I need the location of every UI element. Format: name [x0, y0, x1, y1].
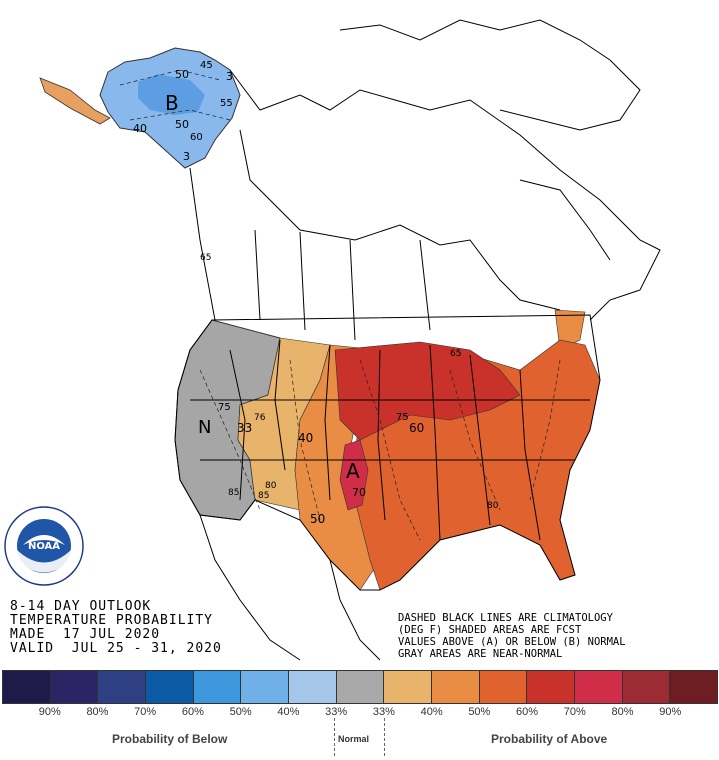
normal-label: Normal	[338, 734, 370, 744]
note-line: GRAY AREAS ARE NEAR-NORMAL	[398, 648, 563, 660]
contour-label: 80	[265, 481, 277, 491]
contour-label: 40	[133, 122, 147, 135]
contour-label: 40	[298, 431, 313, 445]
scale-tick-label: 33%	[372, 706, 395, 718]
scale-swatch	[384, 671, 433, 703]
us-outline	[174, 314, 601, 591]
contour-label: 33	[237, 421, 252, 435]
note-line: (DEG F) SHADED AREAS ARE FCST	[398, 624, 582, 636]
scale-tick-label: 33%	[325, 706, 348, 718]
climatology-contours	[119, 69, 561, 541]
outlook-info: 8-14 DAY OUTLOOK TEMPERATURE PROBABILITY…	[10, 600, 222, 656]
scale-tick-label: 50%	[468, 706, 491, 718]
outlook-valid: VALID JUL 25 - 31, 2020	[10, 641, 222, 656]
contour-label: 65	[450, 349, 461, 359]
scale-swatch	[3, 671, 51, 703]
alaska-region	[39, 47, 241, 169]
normal-divider-right	[384, 718, 385, 756]
scale-swatch	[575, 671, 623, 703]
scale-swatch	[622, 671, 671, 703]
note-line: VALUES ABOVE (A) OR BELOW (B) NORMAL	[398, 636, 626, 648]
scale-tick-label: 80%	[86, 706, 109, 718]
scale-swatch	[479, 671, 528, 703]
outlook-type: TEMPERATURE PROBABILITY	[10, 613, 214, 628]
below-center-label: B	[165, 91, 179, 115]
contour-label: 75	[396, 412, 409, 423]
scale-swatch	[527, 671, 576, 703]
normal-center-label: N	[198, 417, 211, 438]
scale-tick-label: 40%	[277, 706, 300, 718]
contour-label: 76	[254, 413, 266, 423]
contour-label: 75	[218, 402, 231, 413]
contour-label: 85	[228, 488, 239, 498]
scale-tick-label: 90%	[659, 706, 682, 718]
contour-label: 70	[352, 486, 366, 499]
above-70-region	[339, 439, 369, 511]
noaa-logo: NOAA	[3, 505, 85, 587]
scale-swatch	[193, 671, 242, 703]
scale-tick-label: 70%	[563, 706, 586, 718]
probability-above-label: Probability of Above	[491, 732, 608, 746]
scale-swatch	[289, 671, 337, 703]
contour-label: 80	[487, 501, 499, 511]
contour-label: 3	[226, 70, 233, 83]
noaa-logo-text: NOAA	[28, 541, 60, 552]
scale-swatch	[98, 671, 147, 703]
outlook-title: 8-14 DAY OUTLOOK	[10, 599, 152, 614]
temperature-outlook-map: B A N 50 45 55 40 50 60 3 3 65 75 33 76 …	[39, 19, 661, 661]
probability-color-scale	[2, 670, 718, 704]
contour-label: 45	[200, 60, 213, 71]
mexico-outline	[199, 514, 381, 661]
normal-divider-left	[334, 718, 335, 756]
map-notes: DASHED BLACK LINES ARE CLIMATOLOGY (DEG …	[398, 612, 626, 660]
note-line: DASHED BLACK LINES ARE CLIMATOLOGY	[398, 612, 613, 624]
above-center-label: A	[346, 459, 360, 483]
contour-label: 85	[258, 491, 269, 501]
scale-tick-label: 50%	[229, 706, 252, 718]
contour-label: 60	[190, 132, 203, 143]
contour-label: 50	[175, 68, 189, 81]
outlook-made: MADE 17 JUL 2020	[10, 627, 161, 642]
scale-tick-label: 60%	[516, 706, 539, 718]
canada-outline	[189, 19, 661, 341]
contour-label: 50	[175, 118, 189, 131]
scale-swatch	[432, 671, 480, 703]
contour-label: 55	[220, 98, 233, 109]
probability-below-label: Probability of Below	[112, 732, 228, 746]
scale-tick-label: 60%	[181, 706, 204, 718]
scale-tick-label: 80%	[611, 706, 634, 718]
scale-swatch	[336, 671, 385, 703]
scale-tick-label: 70%	[134, 706, 157, 718]
scale-tick-label: 40%	[420, 706, 443, 718]
scale-swatch	[50, 671, 99, 703]
scale-swatch	[146, 671, 194, 703]
contour-label: 60	[409, 421, 424, 435]
scale-swatch	[241, 671, 290, 703]
scale-tick-label: 90%	[38, 706, 61, 718]
contour-label: 50	[310, 512, 325, 526]
contour-label: 65	[200, 253, 211, 263]
probability-tick-labels: 90% 80% 70% 60% 50% 40% 33% 33% 40% 50% 60% 70% 80% 9…	[2, 706, 718, 722]
above-60-region	[334, 341, 521, 441]
scale-swatch	[670, 671, 718, 703]
contour-label: 3	[183, 150, 190, 163]
